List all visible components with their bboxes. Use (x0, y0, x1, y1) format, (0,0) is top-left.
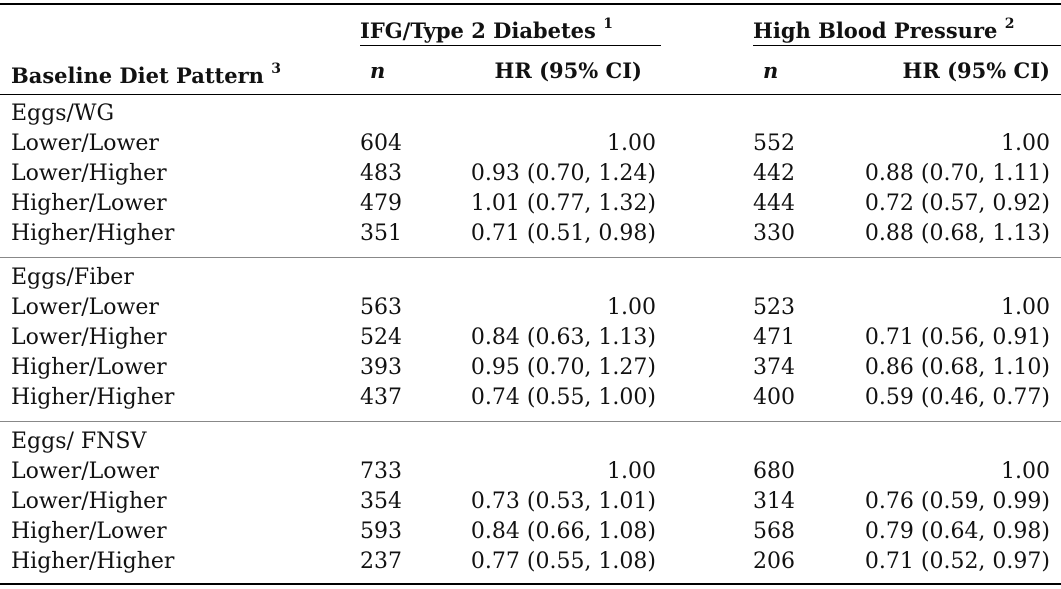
hr1-cell: 0.71 (0.51, 0.98) (470, 221, 656, 246)
hr2-cell: 0.72 (0.57, 0.92) (864, 191, 1050, 216)
group2-header: High Blood Pressure 2 (753, 16, 1015, 43)
row-label: Higher/Higher (11, 549, 175, 574)
n1-cell: 237 (360, 549, 402, 574)
n1-header: n (370, 58, 386, 83)
row-label: Higher/Higher (11, 221, 175, 246)
hr1-cell: 1.00 (607, 131, 656, 156)
n1-cell: 563 (360, 295, 402, 320)
hr2-header: HR (95% CI) (902, 58, 1050, 83)
hr2-cell: 0.71 (0.56, 0.91) (864, 325, 1050, 350)
hr2-cell: 0.86 (0.68, 1.10) (864, 355, 1050, 380)
hr2-cell: 0.76 (0.59, 0.99) (864, 489, 1050, 514)
n1-cell: 733 (360, 459, 402, 484)
n2-header: n (763, 58, 779, 83)
hr2-cell: 1.00 (1001, 459, 1050, 484)
row-label: Higher/Lower (11, 355, 167, 380)
group1-header: IFG/Type 2 Diabetes 1 (360, 16, 613, 43)
hr1-cell: 0.93 (0.70, 1.24) (470, 161, 656, 186)
hr2-cell: 1.00 (1001, 295, 1050, 320)
n1-cell: 483 (360, 161, 402, 186)
row-label: Lower/Higher (11, 161, 167, 186)
n2-cell: 444 (753, 191, 795, 216)
row-label: Lower/Higher (11, 489, 167, 514)
hr2-cell: 0.71 (0.52, 0.97) (864, 549, 1050, 574)
hr1-cell: 1.00 (607, 459, 656, 484)
row-label-header: Baseline Diet Pattern 3 (11, 61, 281, 88)
n2-cell: 314 (753, 489, 795, 514)
n1-cell: 524 (360, 325, 402, 350)
n1-cell: 604 (360, 131, 402, 156)
n2-cell: 374 (753, 355, 795, 380)
n2-cell: 442 (753, 161, 795, 186)
bottom-rule (0, 583, 1061, 585)
hr2-cell: 0.79 (0.64, 0.98) (864, 519, 1050, 544)
n2-cell: 206 (753, 549, 795, 574)
section-divider (0, 257, 1061, 258)
hr1-cell: 0.84 (0.66, 1.08) (470, 519, 656, 544)
n2-cell: 680 (753, 459, 795, 484)
section-divider (0, 421, 1061, 422)
n2-cell: 552 (753, 131, 795, 156)
top-rule (0, 3, 1061, 5)
hr1-cell: 1.01 (0.77, 1.32) (470, 191, 656, 216)
row-label: Lower/Lower (11, 459, 159, 484)
header-rule (0, 94, 1061, 95)
row-label: Higher/Higher (11, 385, 175, 410)
n2-cell: 400 (753, 385, 795, 410)
n1-cell: 437 (360, 385, 402, 410)
section-title: Eggs/ FNSV (11, 429, 147, 454)
row-label: Higher/Lower (11, 191, 167, 216)
hr1-cell: 0.84 (0.63, 1.13) (470, 325, 656, 350)
group1-underline (360, 45, 661, 46)
hr1-cell: 0.74 (0.55, 1.00) (470, 385, 656, 410)
section-title: Eggs/WG (11, 101, 115, 126)
hr2-cell: 0.59 (0.46, 0.77) (864, 385, 1050, 410)
hr2-cell: 0.88 (0.68, 1.13) (864, 221, 1050, 246)
hr1-cell: 0.95 (0.70, 1.27) (470, 355, 656, 380)
row-label: Lower/Lower (11, 131, 159, 156)
n2-cell: 471 (753, 325, 795, 350)
hr2-cell: 1.00 (1001, 131, 1050, 156)
row-label: Higher/Lower (11, 519, 167, 544)
row-label: Lower/Higher (11, 325, 167, 350)
hr1-header: HR (95% CI) (494, 58, 642, 83)
hr1-cell: 1.00 (607, 295, 656, 320)
n2-cell: 568 (753, 519, 795, 544)
n1-cell: 479 (360, 191, 402, 216)
hr2-cell: 0.88 (0.70, 1.11) (864, 161, 1050, 186)
hr1-cell: 0.77 (0.55, 1.08) (470, 549, 656, 574)
n1-cell: 354 (360, 489, 402, 514)
group2-underline (753, 45, 1061, 46)
section-title: Eggs/Fiber (11, 265, 134, 290)
n1-cell: 393 (360, 355, 402, 380)
n1-cell: 593 (360, 519, 402, 544)
n1-cell: 351 (360, 221, 402, 246)
hr1-cell: 0.73 (0.53, 1.01) (470, 489, 656, 514)
n2-cell: 330 (753, 221, 795, 246)
row-label: Lower/Lower (11, 295, 159, 320)
n2-cell: 523 (753, 295, 795, 320)
